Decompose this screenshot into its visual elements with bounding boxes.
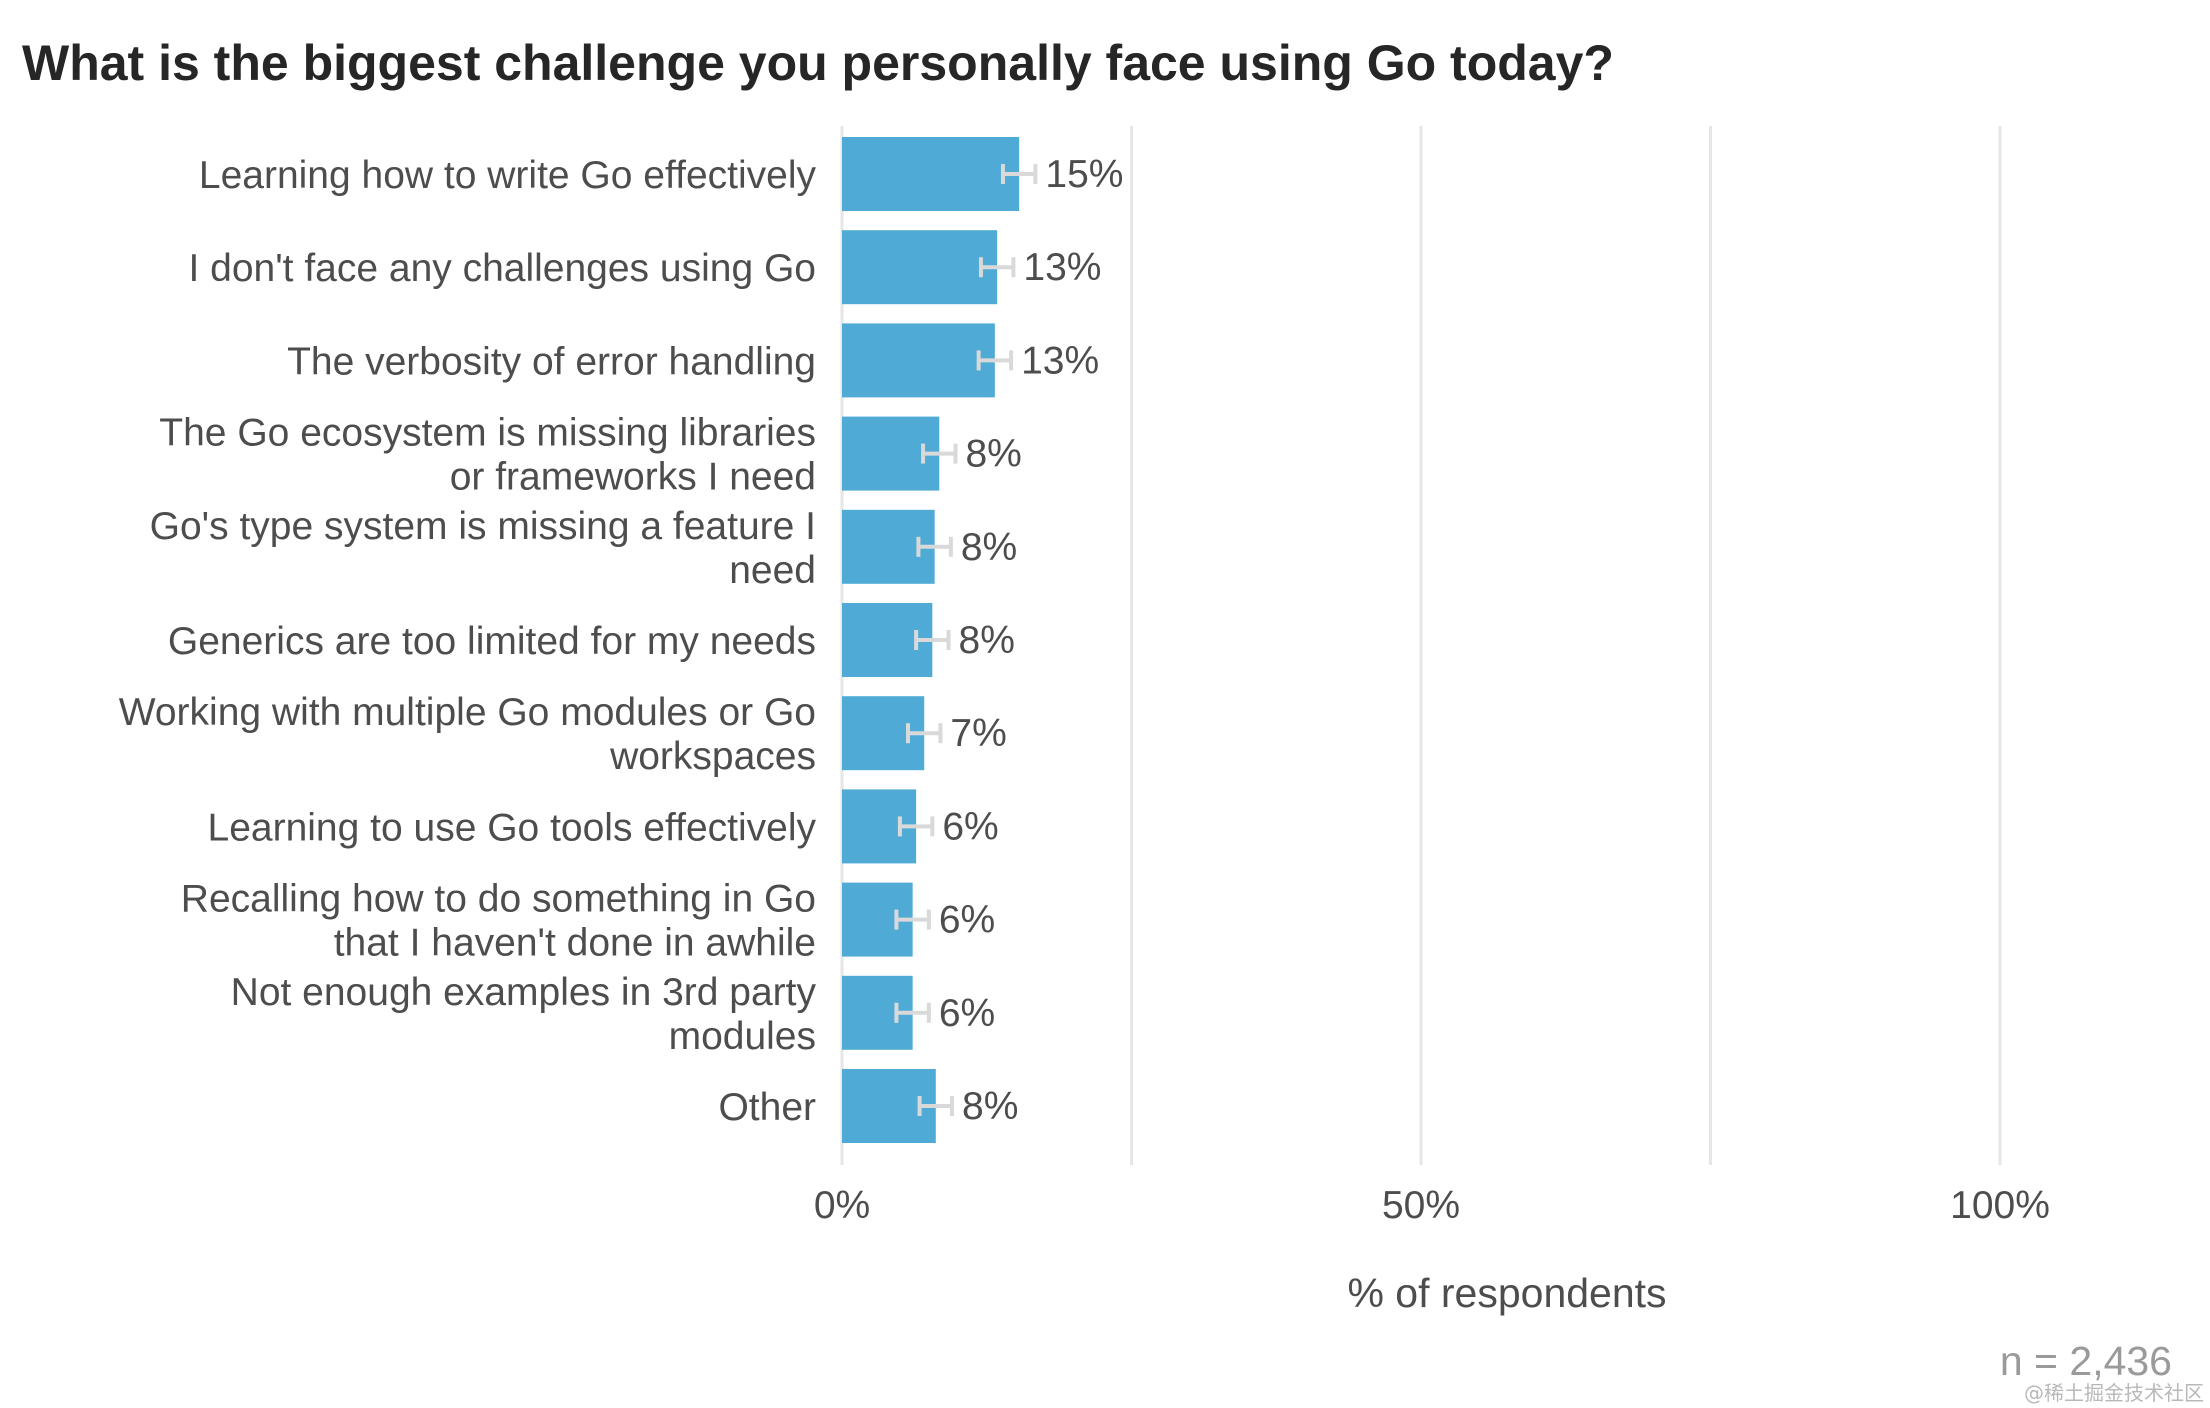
- bar-0: [842, 137, 1020, 211]
- category-label-2: The verbosity of error handling: [287, 340, 816, 383]
- value-label-10: 8%: [962, 1085, 1018, 1128]
- category-label-7: Learning to use Go tools effectively: [208, 806, 817, 849]
- category-label-0: Learning how to write Go effectively: [199, 154, 817, 197]
- value-label-2: 13%: [1021, 339, 1099, 382]
- category-label-1: I don't face any challenges using Go: [188, 247, 816, 290]
- category-label-8-line-0: Recalling how to do something in Go: [181, 878, 816, 921]
- chart-title: What is the biggest challenge you person…: [22, 35, 1614, 91]
- x-tick-label-0: 0%: [814, 1184, 870, 1227]
- value-label-6: 7%: [950, 712, 1006, 755]
- value-label-7: 6%: [942, 805, 998, 848]
- value-label-4: 8%: [961, 526, 1017, 569]
- category-label-5: Generics are too limited for my needs: [168, 620, 816, 663]
- category-label-4-line-0: Go's type system is missing a feature I: [150, 505, 816, 548]
- value-label-9: 6%: [939, 992, 995, 1035]
- value-label-5: 8%: [959, 619, 1015, 662]
- value-label-0: 15%: [1045, 153, 1123, 196]
- category-label-6-line-1: workspaces: [609, 735, 816, 778]
- gridlines: [840, 126, 2002, 1165]
- value-label-3: 8%: [965, 433, 1021, 476]
- category-label-3-line-1: or frameworks I need: [450, 456, 816, 499]
- x-axis-ticks: 0% 50% 100%: [814, 1184, 2050, 1227]
- x-tick-label-100: 100%: [1950, 1184, 2050, 1227]
- category-label-4-line-1: need: [729, 549, 816, 592]
- sample-size-label: n = 2,436: [2000, 1338, 2172, 1384]
- bars: 15% Learning how to write Go effectively 1…: [119, 137, 1123, 1143]
- value-label-8: 6%: [939, 899, 995, 942]
- category-label-3-line-0: The Go ecosystem is missing libraries: [159, 412, 816, 455]
- x-axis-title: % of respondents: [1347, 1270, 1666, 1316]
- bar-2: [842, 323, 995, 398]
- bar-1: [842, 230, 998, 305]
- category-label-8-line-1: that I haven't done in awhile: [334, 922, 816, 965]
- category-label-9-line-0: Not enough examples in 3rd party: [231, 971, 817, 1014]
- watermark-text: @稀土掘金技术社区: [2024, 1381, 2204, 1405]
- x-tick-label-50: 50%: [1382, 1184, 1460, 1227]
- category-label-6-line-0: Working with multiple Go modules or Go: [119, 691, 816, 734]
- category-label-9-line-1: modules: [669, 1015, 816, 1058]
- value-label-1: 13%: [1023, 246, 1101, 289]
- category-label-10: Other: [718, 1086, 816, 1129]
